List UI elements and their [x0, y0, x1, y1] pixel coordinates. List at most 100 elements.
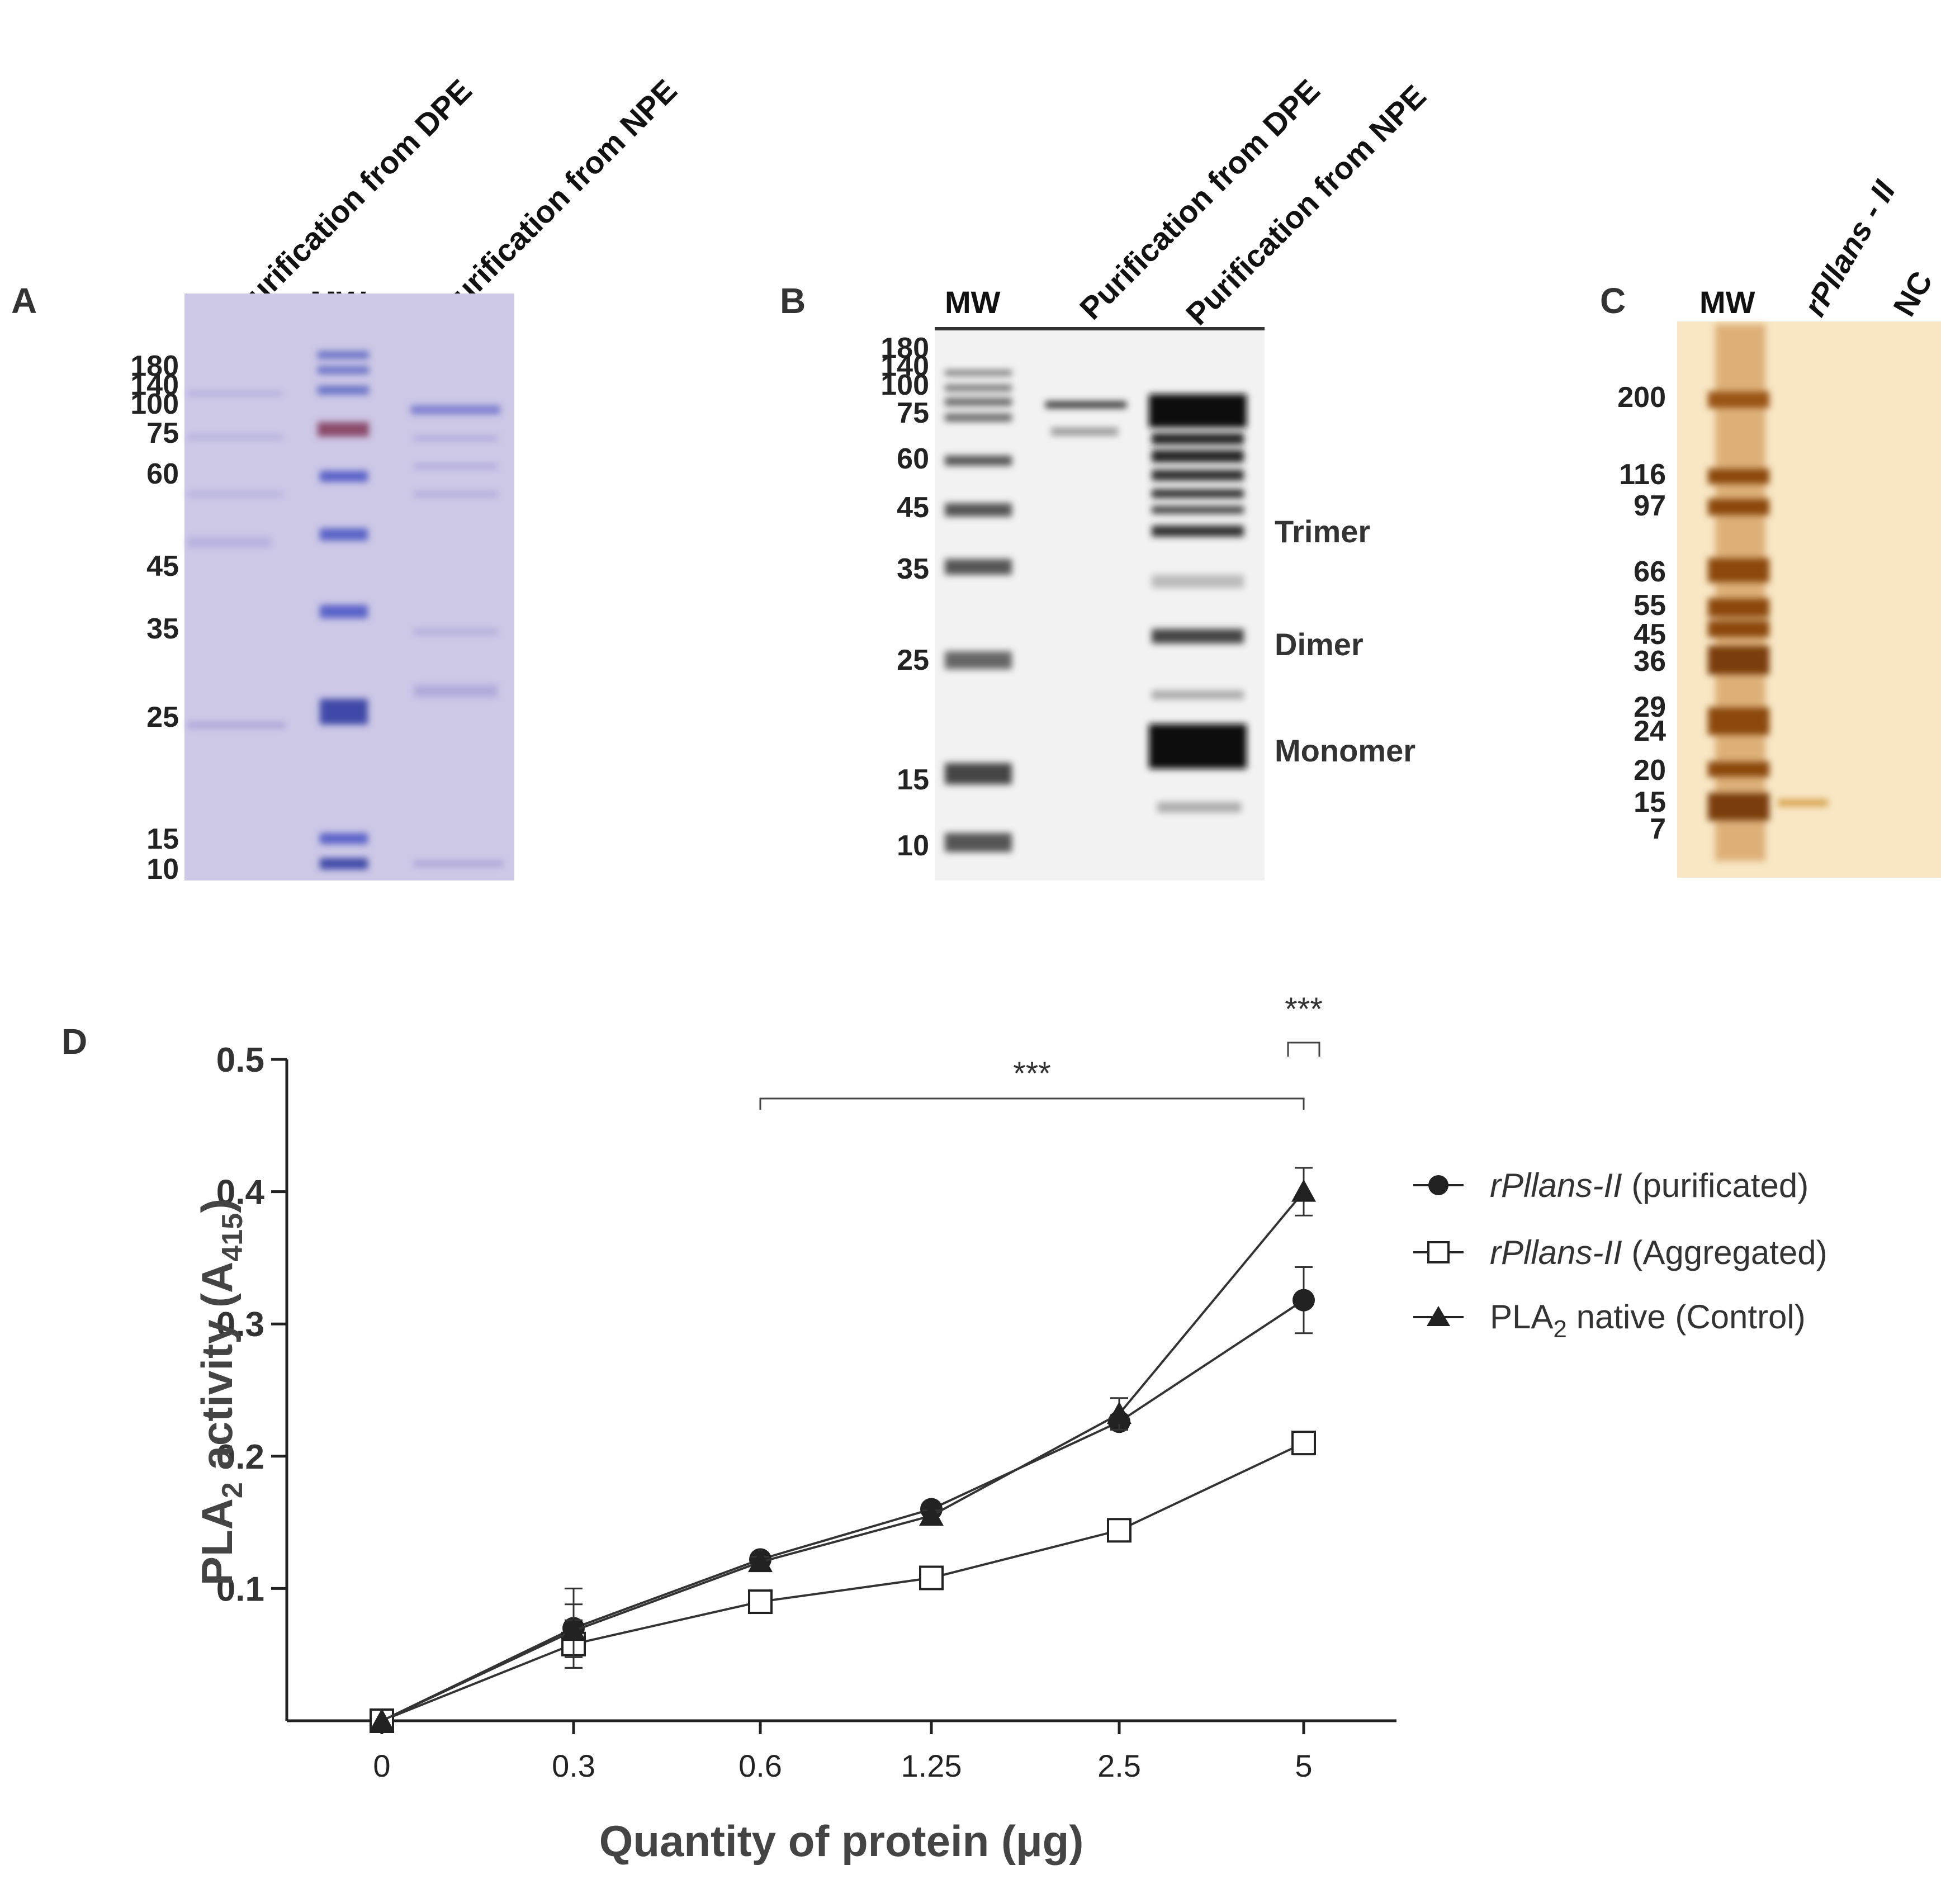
panel-b-lane-header-mw: MW [945, 285, 1001, 320]
gel-band [411, 405, 500, 414]
y-tick-label: 0.2 [216, 1438, 264, 1476]
y-tick-label: 0.5 [216, 1041, 264, 1080]
panel-a-gel [184, 294, 514, 881]
data-point-square [919, 1565, 944, 1590]
mw-marker-label: 75 [146, 417, 179, 449]
mw-marker-label: 55 [1634, 589, 1666, 622]
x-tick-label: 0.6 [738, 1748, 782, 1783]
series-open-square [370, 1431, 1316, 1733]
mw-marker-label: 45 [146, 550, 179, 583]
data-point-triangle [748, 1550, 773, 1573]
gel-band [945, 385, 1012, 391]
legend-label-italic: rPllans-II [1490, 1167, 1622, 1204]
gel-band [318, 422, 369, 437]
mw-marker-label: 60 [897, 443, 929, 475]
gel-band [320, 858, 368, 869]
panel-d: D 0.10.20.30.40.5 0 0.3 0.6 1.25 2.5 5 ******… [61, 991, 1828, 1866]
significance-bracket [1287, 1042, 1320, 1057]
legend-label: PLA2 native (Control) [1490, 1298, 1806, 1343]
gel-band [1708, 761, 1769, 777]
series-line [381, 1442, 1304, 1722]
gel-band [945, 763, 1012, 784]
panel-b-mw-markers: 180 140 100 75 60 45 35 25 15 10 [880, 332, 929, 862]
gel-band [1708, 499, 1769, 515]
panel-a-label: A [11, 281, 37, 321]
gel-band [945, 370, 1012, 376]
panel-b-label: B [780, 281, 806, 321]
y-axis-title: PLA2 activity (A415) [192, 1199, 249, 1585]
mw-marker-label: 45 [897, 491, 929, 524]
x-ticks: 0 0.3 0.6 1.25 2.5 5 [373, 1721, 1313, 1783]
oligomer-label-monomer: Monomer [1275, 733, 1415, 768]
legend-entry-aggregated: rPllans-II (Aggregated) [1413, 1234, 1828, 1271]
panel-d-label: D [61, 1021, 87, 1062]
gel-band [1152, 470, 1244, 481]
y-axis-title-part: activity (A [192, 1262, 242, 1482]
gel-band [1708, 598, 1769, 617]
panel-c-lane-header-mw: MW [1699, 285, 1755, 320]
y-axis-title-part: ) [192, 1199, 242, 1213]
data-point-square [1107, 1518, 1132, 1543]
gel-band [320, 471, 368, 482]
x-tick-label: 0.3 [552, 1748, 595, 1783]
gel-band [1149, 394, 1247, 428]
legend-label-rest: (Aggregated) [1622, 1234, 1828, 1271]
gel-band [414, 464, 498, 468]
legend-marker-circle [1428, 1175, 1448, 1195]
legend-label: rPllans-II (purificated) [1490, 1167, 1808, 1204]
legend-marker-square [1427, 1241, 1450, 1263]
mw-marker-label: 66 [1634, 556, 1666, 588]
significance-label: *** [1013, 1055, 1051, 1092]
significance-bracket [759, 1097, 1305, 1110]
gel-band [945, 651, 1012, 669]
mw-marker-label: 15 [1634, 786, 1666, 818]
gel-band [318, 351, 369, 359]
legend-label-rest: (purificated) [1622, 1167, 1808, 1204]
panel-a-lane-header-npe: Purification from NPE [430, 73, 684, 326]
mw-marker-label: 60 [146, 458, 179, 490]
panel-a-mw-markers: 180 140 100 75 60 45 35 25 15 10 [130, 350, 179, 886]
mw-marker-label: 100 [130, 388, 179, 420]
gel-band [945, 414, 1012, 422]
oligomer-label-trimer: Trimer [1275, 514, 1370, 549]
gel-band [1152, 506, 1244, 514]
gel-band [1152, 690, 1244, 699]
data-point-triangle [370, 1708, 394, 1731]
data-point-square [1291, 1431, 1316, 1456]
gel-band [320, 605, 368, 618]
gel-band [1152, 450, 1244, 462]
y-tick-label: 0.1 [216, 1570, 264, 1608]
panel-b-bands [945, 370, 1247, 852]
gel-band [1708, 391, 1769, 408]
panel-c-lane-header-rpllans: rPllans - II [1797, 174, 1902, 322]
chart-legend: rPllans-II (purificated) rPllans-II (Agg… [1413, 1167, 1828, 1343]
legend-entry-purificated: rPllans-II (purificated) [1413, 1167, 1808, 1204]
mw-marker-label: 10 [897, 830, 929, 862]
panel-a-bands [187, 351, 503, 869]
mw-marker-label: 36 [1634, 645, 1666, 678]
gel-band [945, 503, 1012, 517]
gel-band [945, 398, 1012, 406]
data-point-triangle [1107, 1402, 1132, 1424]
data-point-circle [1293, 1289, 1315, 1312]
gel-band [1708, 468, 1769, 484]
data-point-triangle [919, 1503, 944, 1526]
mw-marker-label: 25 [897, 644, 929, 676]
legend-label-sub: 2 [1553, 1315, 1566, 1343]
x-tick-label: 5 [1295, 1748, 1312, 1783]
series-filled-triangle [370, 1167, 1316, 1731]
gel-band [318, 386, 369, 395]
y-ticks: 0.1 0.2 0.3 0.4 0.5 [216, 1041, 287, 1608]
gel-band [414, 492, 498, 496]
gel-band [318, 366, 369, 374]
gel-band [320, 833, 368, 844]
gel-band [187, 492, 282, 496]
y-axis-title-sub: 2 [216, 1482, 249, 1498]
significance-label: *** [1285, 991, 1323, 1028]
y-axis-title-sub: 415 [216, 1213, 249, 1262]
gel-band [1708, 793, 1769, 821]
gel-band [1152, 575, 1244, 588]
series-filled-circle [371, 1266, 1315, 1732]
gel-band [414, 861, 503, 867]
